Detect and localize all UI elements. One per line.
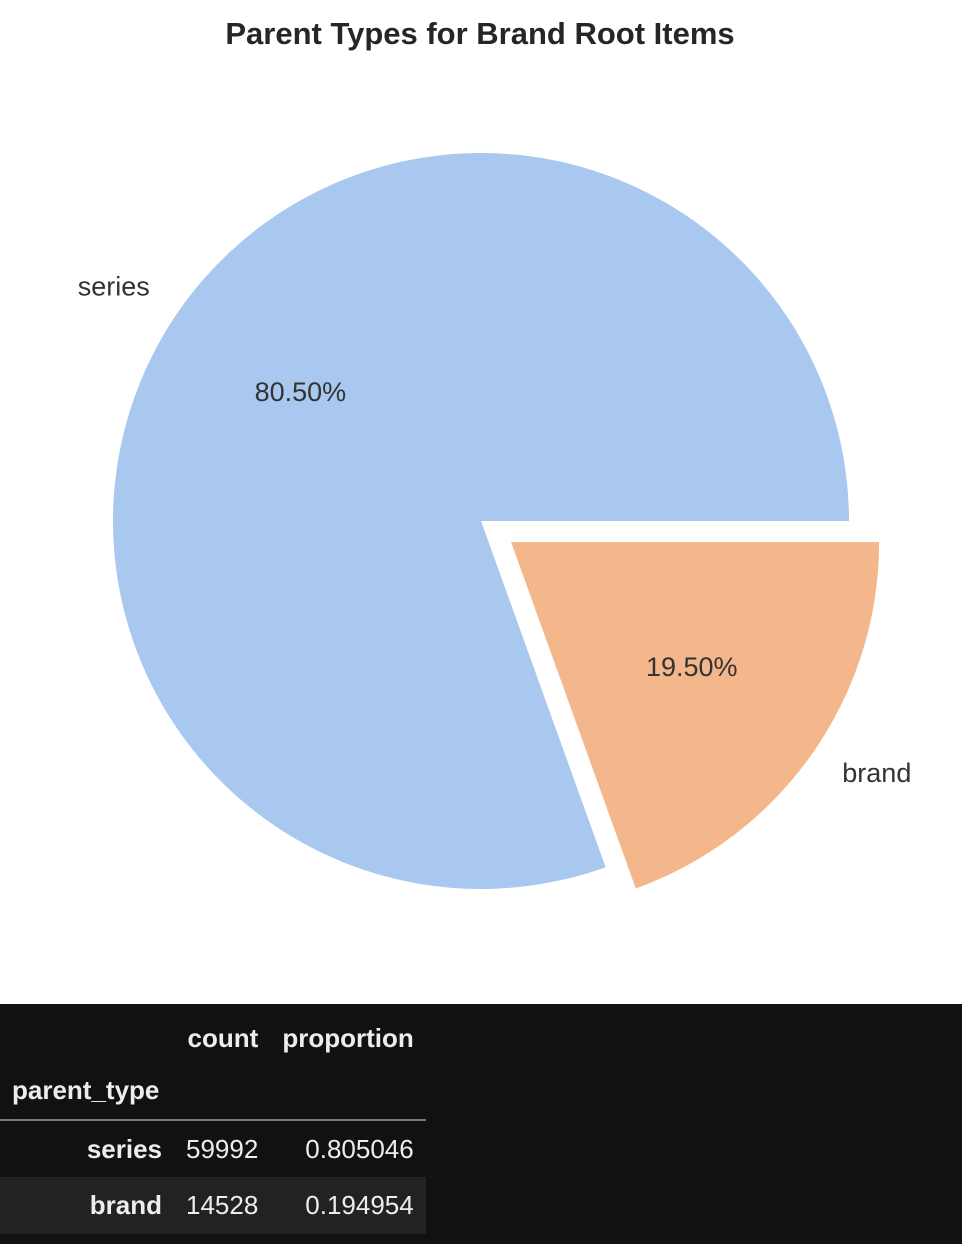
column-header-proportion: proportion xyxy=(282,1022,414,1053)
row-index: series xyxy=(86,1133,162,1164)
dataframe-table: count proportion parent_type series 5999… xyxy=(0,1014,426,1234)
cell-proportion: 0.805046 xyxy=(305,1133,414,1164)
cell-proportion: 0.194954 xyxy=(305,1190,414,1220)
pct-label-series: 80.50% xyxy=(255,377,347,407)
index-name-header: parent_type xyxy=(12,1075,160,1105)
chart-title: Parent Types for Brand Root Items xyxy=(225,16,734,51)
pie-slice-series xyxy=(113,153,850,890)
table-row: series 59992 0.805046 xyxy=(0,1120,426,1177)
cell-count: 14528 xyxy=(186,1190,259,1220)
column-header-count: count xyxy=(187,1022,259,1053)
pie-chart: Parent Types for Brand Root Items series… xyxy=(78,16,912,890)
pct-label-brand: 19.50% xyxy=(646,652,738,682)
pie-labels: series 80.50% brand 19.50% xyxy=(78,271,912,788)
slice-label-brand: brand xyxy=(842,758,911,788)
slice-label-series: series xyxy=(78,271,150,301)
cell-count: 59992 xyxy=(186,1133,259,1164)
table-index-name-row: parent_type xyxy=(0,1062,426,1120)
pie-slices xyxy=(113,153,880,890)
table-header-row: count proportion xyxy=(0,1014,426,1062)
table-corner-cell xyxy=(0,1014,174,1062)
pie-slice-brand xyxy=(511,542,880,889)
chart-panel: Parent Types for Brand Root Items series… xyxy=(0,0,962,1004)
table-row: brand 14528 0.194954 xyxy=(0,1177,426,1234)
row-index: brand xyxy=(89,1190,162,1220)
dataframe-output: count proportion parent_type series 5999… xyxy=(0,1004,962,1244)
